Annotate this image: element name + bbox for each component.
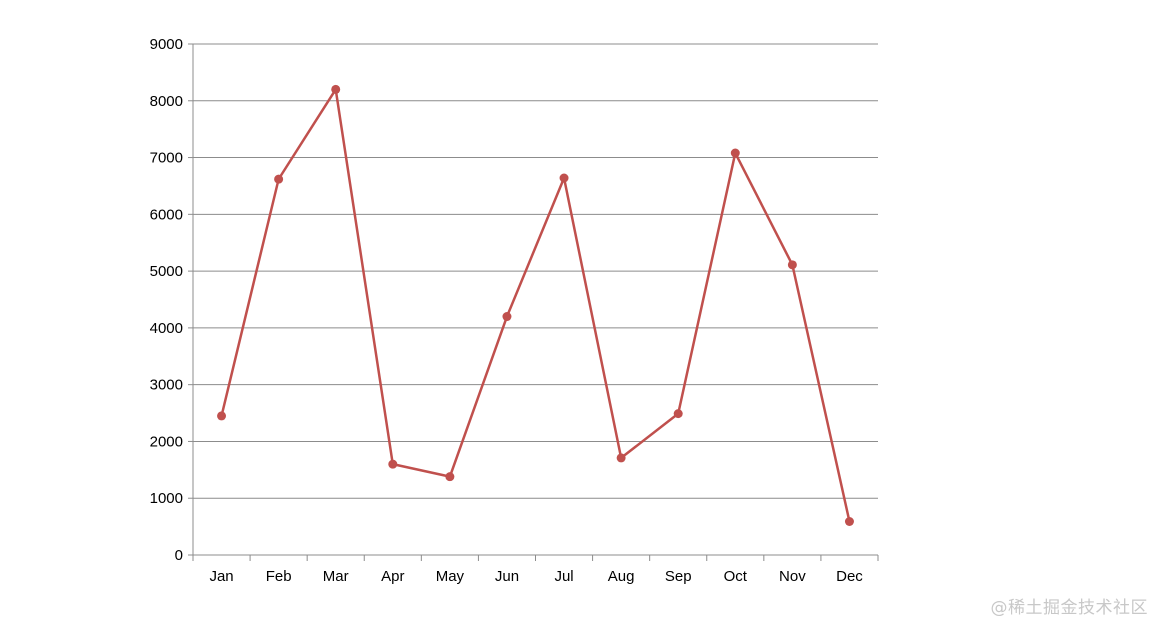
series-line-0 — [220, 88, 851, 523]
data-point-jan — [217, 411, 227, 421]
y-tick-label: 0 — [175, 547, 183, 564]
x-axis-tick-labels: Jan Feb Mar Apr May Jun Jul Aug Sep Oct Nov Dec — [209, 568, 863, 585]
data-point-jun — [502, 312, 512, 322]
watermark: @稀土掘金技术社区 — [990, 598, 1148, 618]
x-tick-label: Sep — [665, 568, 692, 585]
x-tick-label: Feb — [266, 568, 292, 585]
y-tick-label: 1000 — [150, 490, 183, 507]
data-point-jul — [559, 173, 569, 183]
data-point-may — [445, 472, 455, 482]
y-tick-label: 5000 — [150, 263, 183, 280]
x-tick-label: Nov — [779, 568, 806, 585]
data-point-feb — [274, 174, 284, 184]
data-point-nov — [787, 260, 797, 270]
x-tick-label: May — [436, 568, 465, 585]
grid-lines — [193, 43, 878, 499]
axes — [188, 43, 879, 561]
data-markers — [217, 84, 854, 527]
x-tick-label: Jun — [495, 568, 519, 585]
y-tick-label: 6000 — [150, 206, 183, 223]
x-tick-label: Jan — [209, 568, 233, 585]
data-point-apr — [388, 459, 398, 469]
x-tick-label: Mar — [323, 568, 349, 585]
y-tick-label: 2000 — [150, 433, 183, 450]
x-tick-label: Apr — [381, 568, 404, 585]
y-tick-label: 7000 — [150, 150, 183, 167]
x-tick-label: Aug — [608, 568, 635, 585]
y-tick-label: 9000 — [150, 36, 183, 53]
x-tick-label: Dec — [836, 568, 863, 585]
x-tick-label: Oct — [724, 568, 748, 585]
y-tick-label: 8000 — [150, 93, 183, 110]
y-tick-label: 4000 — [150, 320, 183, 337]
data-point-dec — [844, 517, 854, 527]
y-axis-tick-labels: 0 1000 2000 3000 4000 5000 6000 7000 8000 9000 — [150, 36, 183, 564]
data-point-mar — [331, 84, 341, 94]
data-point-sep — [673, 409, 683, 419]
y-tick-label: 3000 — [150, 377, 183, 394]
data-point-oct — [730, 148, 740, 158]
data-point-aug — [616, 453, 626, 463]
x-tick-label: Jul — [554, 568, 573, 585]
series-layer — [220, 88, 851, 523]
